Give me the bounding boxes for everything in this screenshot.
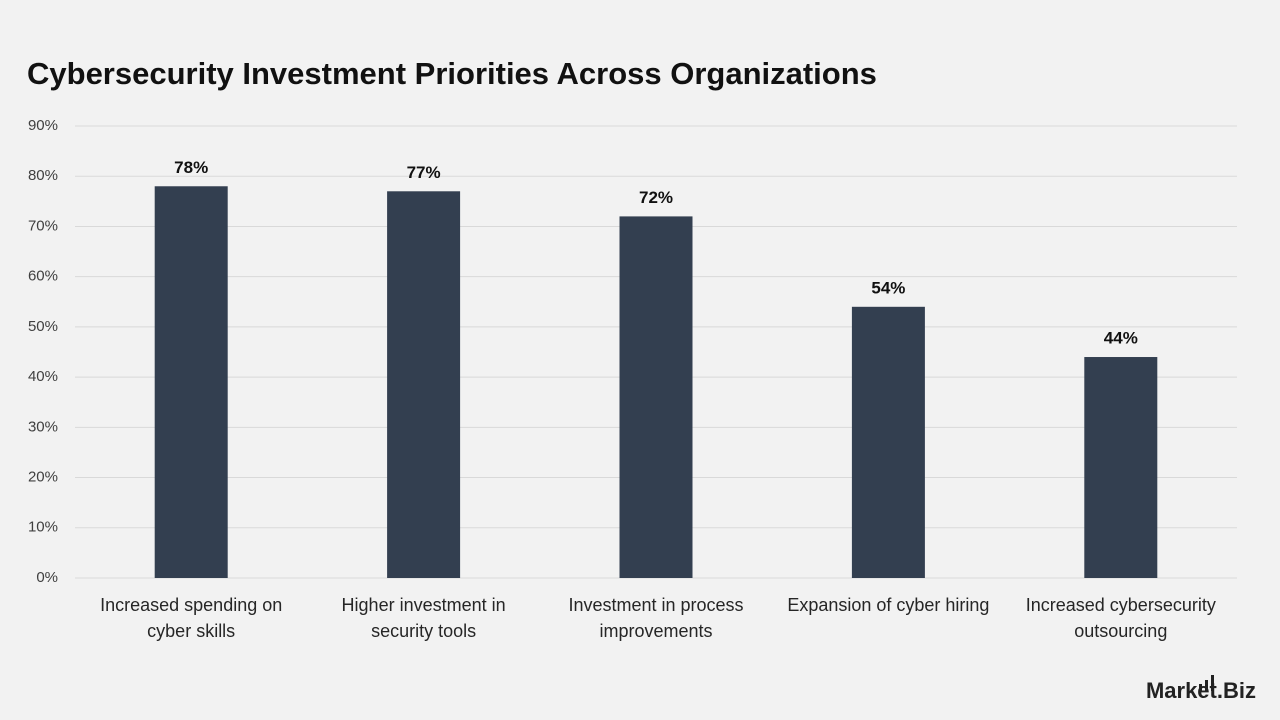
value-label: 54% xyxy=(871,278,905,297)
watermark: Market.Biz xyxy=(1146,678,1256,703)
value-label: 77% xyxy=(407,163,441,182)
bar xyxy=(1084,357,1158,578)
y-tick-label: 50% xyxy=(28,318,58,335)
y-tick-label: 60% xyxy=(28,268,58,285)
y-tick-label: 20% xyxy=(28,469,58,486)
bar xyxy=(851,306,925,578)
chart-title: Cybersecurity Investment Priorities Acro… xyxy=(27,56,877,91)
y-tick-label: 80% xyxy=(28,167,58,184)
value-label: 72% xyxy=(639,188,673,207)
x-tick-label: Investment in process improvements xyxy=(568,595,744,641)
y-tick-label: 70% xyxy=(28,217,58,234)
x-tick-label: Expansion of cyber hiring xyxy=(787,595,990,615)
y-tick-label: 0% xyxy=(36,569,58,586)
x-tick-label: Increased spending on cyber skills xyxy=(100,595,283,641)
y-tick-label: 40% xyxy=(28,368,58,385)
y-tick-label: 30% xyxy=(28,418,58,435)
bar xyxy=(154,186,228,578)
bar xyxy=(387,191,461,579)
x-tick-label: Increased cybersecurity outsourcing xyxy=(1025,595,1216,641)
x-tick-label: Higher investment in security tools xyxy=(341,595,506,641)
value-label: 44% xyxy=(1104,329,1138,348)
logo-icon xyxy=(1199,675,1214,691)
value-label: 78% xyxy=(174,158,208,177)
y-tick-label: 90% xyxy=(28,117,58,134)
y-tick-label: 10% xyxy=(28,519,58,536)
bar xyxy=(619,216,693,578)
